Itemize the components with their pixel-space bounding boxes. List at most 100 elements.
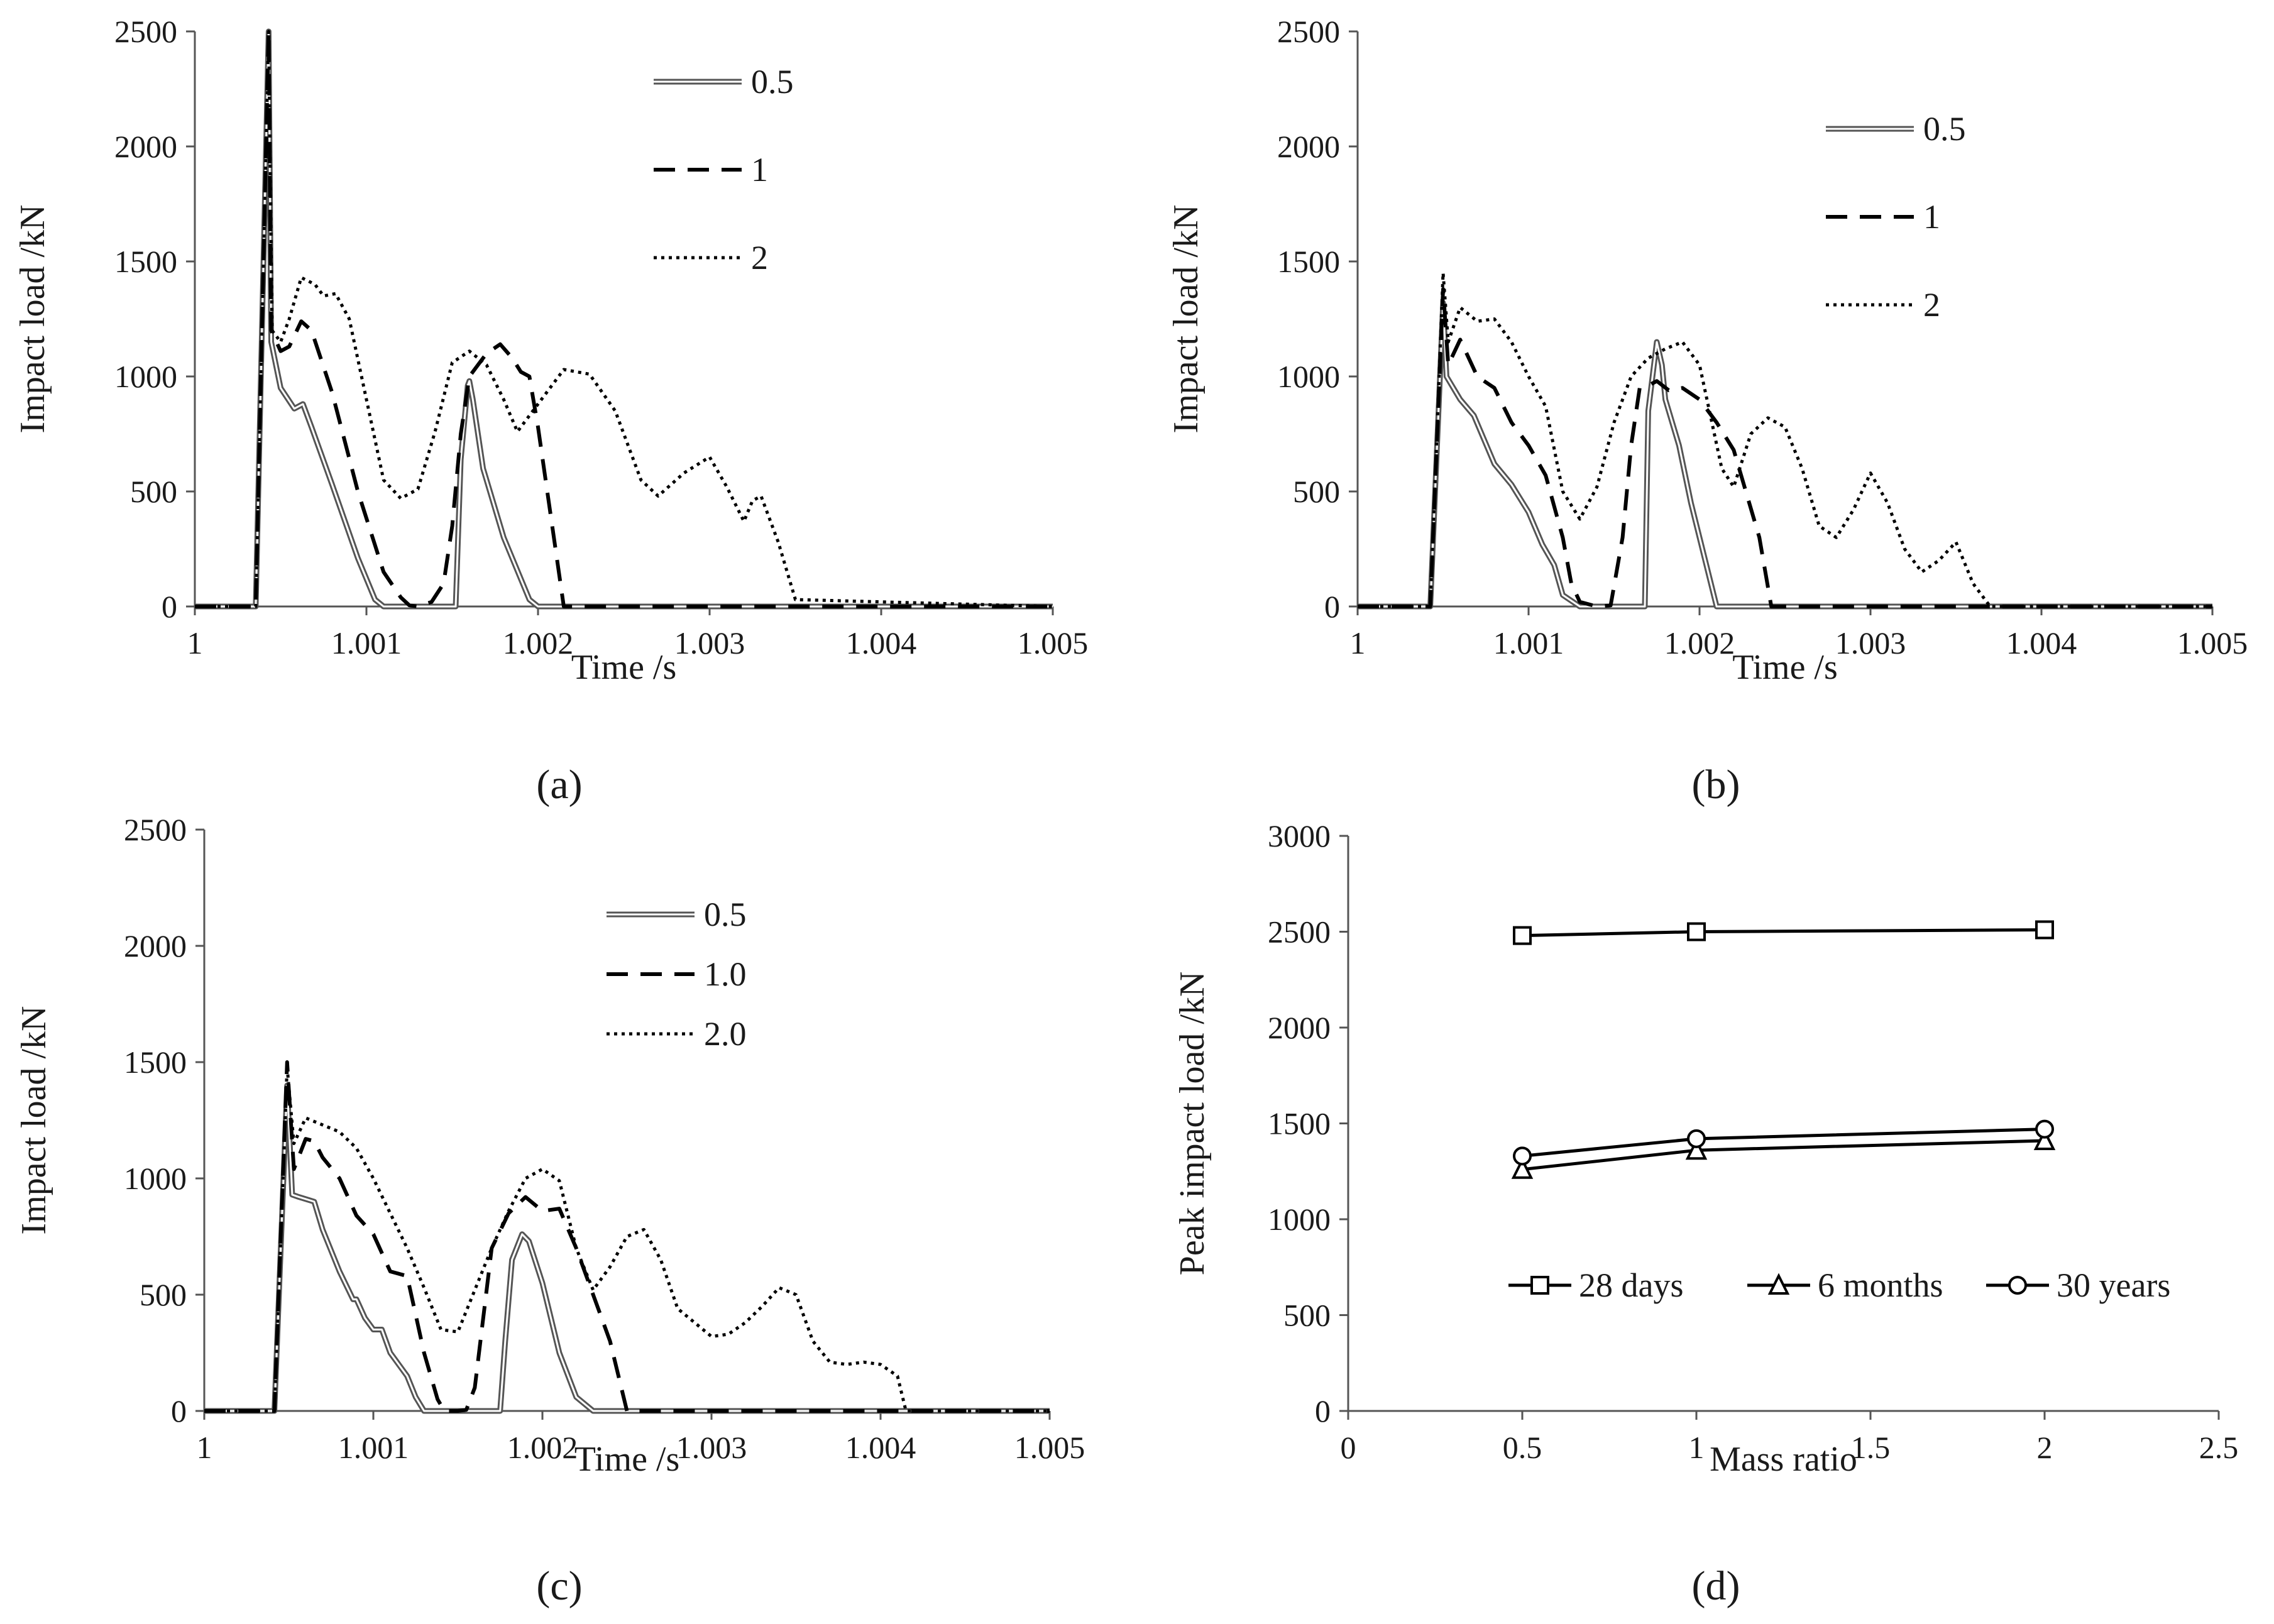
panel-c-y-tick-label: 0 xyxy=(171,1393,187,1429)
panel-a-y-tick-label: 1500 xyxy=(114,244,177,279)
panel-label-a: (a) xyxy=(536,762,582,808)
panel-a-x-tick-label: 1.004 xyxy=(846,625,917,661)
panel-label-c: (c) xyxy=(536,1563,582,1609)
panel-a-chart: 0 500 1000 1500 2000 2500 1 1.001 1.002 1.003 1.00… xyxy=(13,14,1088,687)
panel-b-legend-label: 0.5 xyxy=(1923,110,1966,148)
panel-d-y-tick-label: 1000 xyxy=(1268,1202,1331,1237)
panel-d-x-tick-label: 0 xyxy=(1341,1430,1356,1465)
panel-d-y-axis-label: Peak impact load /kN xyxy=(1173,972,1212,1276)
panel-d-series-square xyxy=(1522,928,2045,938)
panel-a-y-tick-label: 2000 xyxy=(114,129,177,164)
panel-d-series-triangle xyxy=(1522,1139,2045,1171)
panel-d-marker-square xyxy=(1687,922,1706,941)
panel-a-y-tick-label: 2500 xyxy=(114,14,177,49)
panel-label-b: (b) xyxy=(1692,762,1740,808)
panel-d-marker-triangle xyxy=(1511,1157,1534,1179)
panel-a-series-0_5 xyxy=(195,28,1053,610)
panel-a-legend-label: 0.5 xyxy=(751,63,794,101)
panel-b-legend-label: 1 xyxy=(1923,198,1940,236)
panel-b-y-tick-label: 2000 xyxy=(1277,129,1340,164)
panel-d-marker-square xyxy=(1513,926,1532,945)
panel-b-y-tick-label: 0 xyxy=(1324,589,1340,624)
panel-d-marker-triangle xyxy=(2033,1128,2056,1150)
panel-d-marker-circle xyxy=(1513,1146,1532,1166)
panel-c-series-0_5-inner xyxy=(204,1084,1050,1412)
panel-a-x-tick-label: 1.003 xyxy=(674,625,745,661)
panel-b-series-2 xyxy=(1358,271,2212,608)
panel-b-y-tick-label: 500 xyxy=(1293,474,1340,509)
panel-d-legend-label: 28 days xyxy=(1579,1266,1683,1304)
panel-c-y-tick-label: 2000 xyxy=(124,928,187,963)
panel-a-legend-label: 1 xyxy=(751,151,768,189)
panel-b-series-1 xyxy=(1358,287,2212,608)
panel-d-y-tick-label: 2000 xyxy=(1268,1010,1331,1045)
panel-a-x-tick-label: 1 xyxy=(187,625,203,661)
panel-c-x-tick-label: 1.005 xyxy=(1014,1430,1085,1465)
panel-d-legend-marker-square xyxy=(1530,1276,1549,1295)
panel-b-y-tick-label: 1500 xyxy=(1277,244,1340,279)
panel-d-legend-label: 30 years xyxy=(2057,1266,2170,1304)
panel-b-series-0_5-outer xyxy=(1358,300,2212,610)
panel-d-x-tick-label: 1 xyxy=(1689,1430,1705,1465)
panel-d-legend-label: 6 months xyxy=(1818,1266,1943,1304)
panel-b-legend-label: 2 xyxy=(1923,286,1940,324)
panel-c-legend-label: 0.5 xyxy=(704,896,747,933)
panel-d-y-tick-label: 500 xyxy=(1283,1298,1331,1333)
panel-b-x-tick-label: 1.001 xyxy=(1493,625,1564,661)
panel-c-x-tick-label: 1.002 xyxy=(507,1430,578,1465)
panel-a-y-tick-label: 500 xyxy=(130,474,177,509)
panel-a-series-0_5-inner xyxy=(195,30,1053,608)
panel-b-x-tick-label: 1.002 xyxy=(1664,625,1735,661)
panel-a-y-axis-label: Impact load /kN xyxy=(13,205,52,434)
panel-d-y-tick-label: 3000 xyxy=(1268,818,1331,853)
panel-c-x-tick-label: 1.001 xyxy=(338,1430,409,1465)
panel-c-series-0_5 xyxy=(204,1082,1050,1414)
panel-d-chart: 0 500 1000 1500 2000 2500 3000 0 0.5 1 1.5 2 2.5 Mass… xyxy=(1173,818,2238,1479)
panel-a-x-tick-label: 1.001 xyxy=(331,625,402,661)
panel-b-y-axis-label: Impact load /kN xyxy=(1167,205,1206,434)
panel-c-series-2_0 xyxy=(204,1065,1050,1413)
panel-c-x-axis-label: Time /s xyxy=(574,1440,680,1479)
panel-c-series-1_0 xyxy=(204,1060,1050,1413)
panel-a-series-1 xyxy=(195,30,1053,608)
panel-d-x-tick-label: 0.5 xyxy=(1503,1430,1542,1465)
panel-a-y-tick-label: 1000 xyxy=(114,359,177,394)
panel-b-x-tick-label: 1.005 xyxy=(2177,625,2248,661)
panel-d-marker-square xyxy=(2035,920,2054,940)
panel-d-marker-circle xyxy=(1687,1129,1706,1148)
panel-d-y-tick-label: 0 xyxy=(1315,1393,1331,1429)
panel-d-marker-circle xyxy=(2035,1119,2054,1139)
panel-d-x-tick-label: 2 xyxy=(2037,1430,2053,1465)
panel-a-series-0_5-outer xyxy=(195,28,1053,610)
panel-d-x-tick-label: 1.5 xyxy=(1851,1430,1891,1465)
panel-b-x-tick-label: 1 xyxy=(1350,625,1366,661)
panel-c-legend-label: 1.0 xyxy=(704,955,747,993)
panel-b-y-tick-label: 1000 xyxy=(1277,359,1340,394)
panel-b-y-tick-label: 2500 xyxy=(1277,14,1340,49)
panel-b-x-tick-label: 1.004 xyxy=(2006,625,2077,661)
panel-c-y-tick-label: 1500 xyxy=(124,1045,187,1080)
panel-a-x-tick-label: 1.002 xyxy=(503,625,574,661)
panel-b-series-0_5 xyxy=(1358,300,2212,610)
panel-c-y-axis-label: Impact load /kN xyxy=(14,1006,53,1235)
panel-a-legend-label: 2 xyxy=(751,239,768,277)
panel-d-y-tick-label: 1500 xyxy=(1268,1106,1331,1141)
panel-a-y-tick-label: 0 xyxy=(162,589,177,624)
panel-c-x-tick-label: 1.003 xyxy=(676,1430,747,1465)
panel-d-x-tick-label: 2.5 xyxy=(2199,1430,2239,1465)
panel-a-series-2 xyxy=(195,30,1053,608)
panel-b-series-0_5-inner xyxy=(1358,302,2212,608)
panel-c-x-tick-label: 1 xyxy=(197,1430,212,1465)
panel-a-x-tick-label: 1.005 xyxy=(1018,625,1089,661)
panel-c-y-tick-label: 2500 xyxy=(124,812,187,847)
panel-d-marker-triangle xyxy=(1685,1138,1708,1160)
panel-d-legend-marker-circle xyxy=(2008,1276,2027,1295)
panel-c-legend-label: 2.0 xyxy=(704,1015,747,1053)
panel-b-x-tick-label: 1.003 xyxy=(1835,625,1906,661)
panel-a-x-axis-label: Time /s xyxy=(571,648,677,687)
panel-d-x-axis-label: Mass ratio xyxy=(1710,1440,1857,1479)
panel-c-y-tick-label: 500 xyxy=(140,1277,187,1312)
panel-label-d: (d) xyxy=(1692,1563,1740,1609)
